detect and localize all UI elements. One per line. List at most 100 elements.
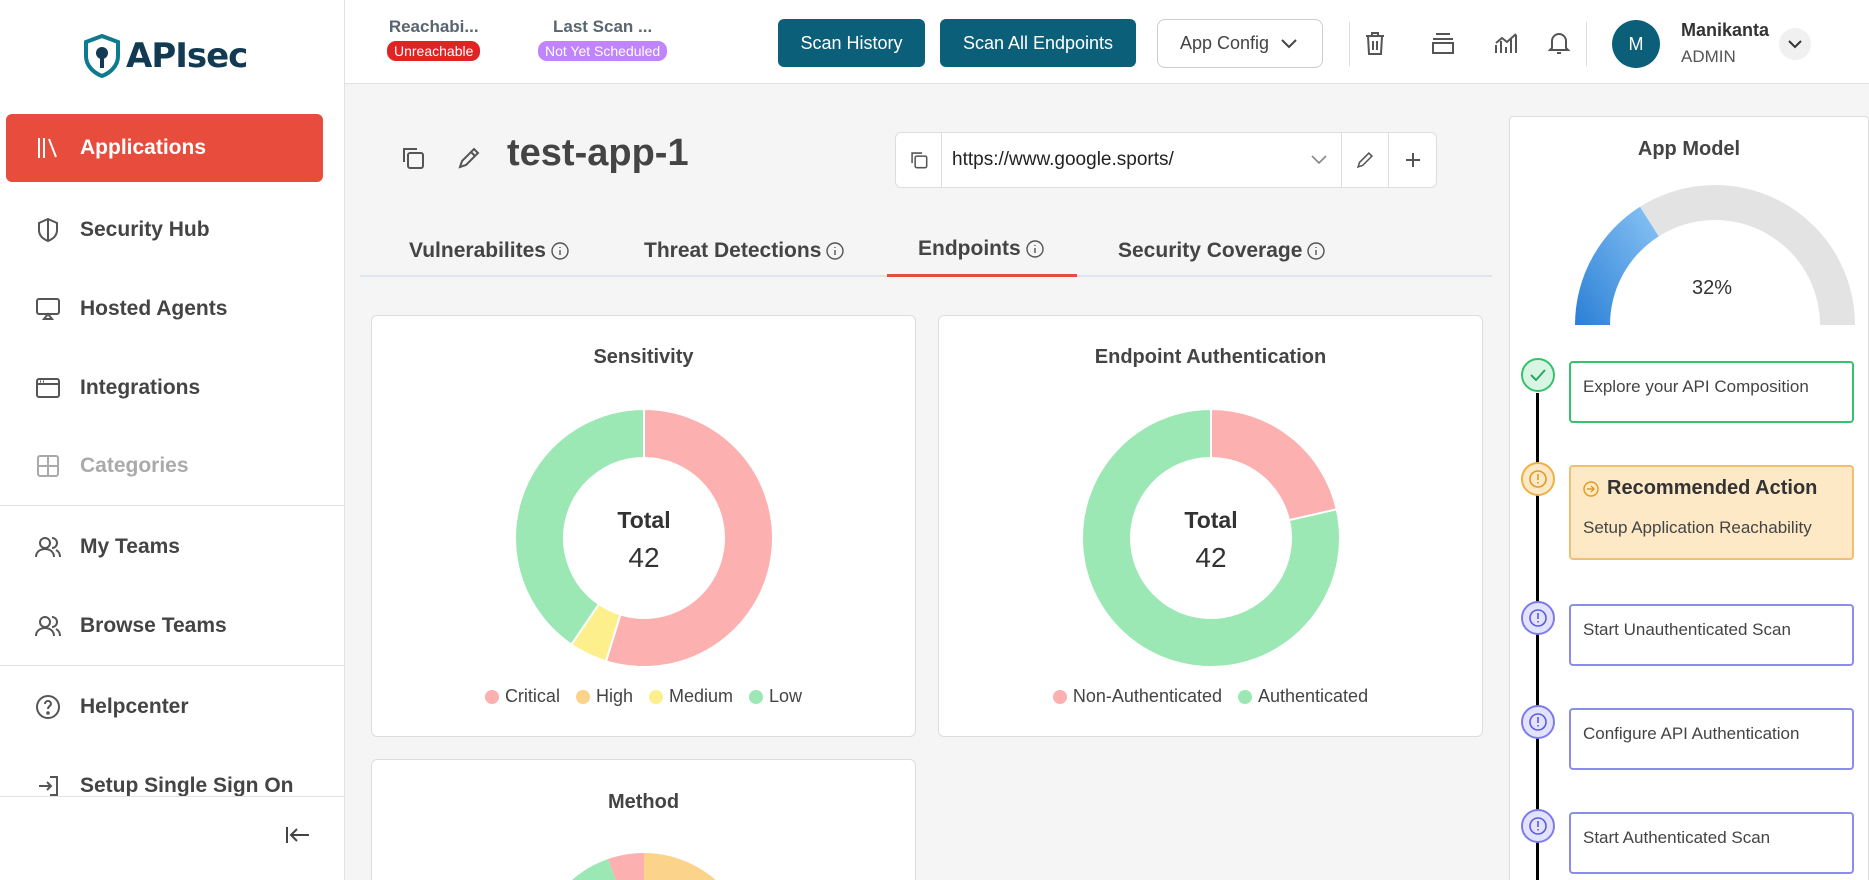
legend-swatch <box>648 689 663 704</box>
sidebar-item-helpcenter[interactable]: Helpcenter <box>6 673 323 741</box>
tab-security-coverage[interactable]: Security Coverage <box>1118 224 1326 277</box>
sidebar-item-label: Setup Single Sign On <box>80 774 294 797</box>
url-value: https://www.google.sports/ <box>952 149 1174 170</box>
browser-window-icon <box>34 374 62 402</box>
legend-item-medium[interactable]: Medium <box>648 686 733 707</box>
sidebar-item-applications[interactable]: Applications <box>6 114 323 182</box>
copy-url-icon[interactable] <box>896 133 942 187</box>
app-model-gauge <box>1575 184 1855 325</box>
tab-bar: Vulnerabilites Threat Detections Endpoin… <box>360 224 1492 277</box>
step-label: Start Unauthenticated Scan <box>1583 620 1791 639</box>
analytics-icon[interactable] <box>1491 28 1521 58</box>
copy-icon[interactable] <box>398 143 428 173</box>
sidebar-item-label: Helpcenter <box>80 695 189 718</box>
legend-label: Non-Authenticated <box>1072 686 1222 706</box>
step-recommended-action[interactable]: Recommended Action Setup Application Rea… <box>1569 465 1854 560</box>
app-model-progress-value: 32% <box>1692 277 1733 299</box>
sidebar-item-browse-teams[interactable]: Browse Teams <box>6 592 323 660</box>
auth-total-label: Total <box>1184 507 1238 533</box>
donut-slice-non-authenticated[interactable] <box>1210 407 1338 522</box>
sidebar-item-categories[interactable]: Categories <box>6 432 323 500</box>
info-icon[interactable] <box>1025 239 1045 259</box>
sidebar-item-integrations[interactable]: Integrations <box>6 354 323 422</box>
sidebar-item-label: Applications <box>80 136 207 159</box>
legend-label: Low <box>769 686 803 706</box>
sensitivity-title: Sensitivity <box>593 346 694 368</box>
step-pending-icon <box>1521 601 1555 635</box>
donut-slice-low[interactable] <box>514 407 645 646</box>
step-label: Explore your API Composition <box>1583 377 1809 396</box>
tab-vulnerabilities[interactable]: Vulnerabilites <box>409 224 570 277</box>
step-label: Start Authenticated Scan <box>1583 828 1771 847</box>
user-name: Manikanta <box>1681 20 1770 40</box>
info-icon[interactable] <box>550 241 570 261</box>
last-scan-status[interactable]: Last Scan ... Not Yet Scheduled <box>538 17 668 61</box>
sensitivity-total-value: 42 <box>628 542 660 573</box>
step-warning-icon <box>1521 462 1555 496</box>
sidebar-item-hosted-agents[interactable]: Hosted Agents <box>6 275 323 343</box>
step-start-authenticated-scan[interactable]: Start Authenticated Scan <box>1569 812 1854 874</box>
legend-item-critical[interactable]: Critical <box>484 686 560 707</box>
donut-slice-authenticated[interactable] <box>1081 407 1341 668</box>
app-config-dropdown[interactable]: App Config <box>1157 19 1323 68</box>
sidebar: APIsec Applications Security Hub Hosted … <box>0 0 345 880</box>
chevron-down-icon <box>1281 38 1297 48</box>
gauge-fill <box>1575 206 1659 325</box>
tab-label: Vulnerabilites <box>409 238 546 262</box>
step-pending-icon <box>1521 809 1555 843</box>
sidebar-item-my-teams[interactable]: My Teams <box>6 513 323 581</box>
scan-all-endpoints-button[interactable]: Scan All Endpoints <box>940 19 1136 67</box>
legend-swatch <box>749 689 764 704</box>
legend-item-low[interactable]: Low <box>749 686 802 707</box>
legend-swatch <box>484 689 499 704</box>
sidebar-divider <box>0 505 345 506</box>
layers-icon[interactable] <box>1428 28 1458 58</box>
library-icon <box>34 134 62 162</box>
step-configure-api-authentication[interactable]: Configure API Authentication <box>1569 708 1854 770</box>
chevron-down-icon <box>1788 39 1802 48</box>
add-url-icon[interactable] <box>1389 133 1436 187</box>
sidebar-item-setup-sso[interactable]: Setup Single Sign On <box>6 752 323 820</box>
legend-swatch <box>1052 689 1067 704</box>
reachability-status[interactable]: Reachabi... Unreachable <box>387 17 481 61</box>
avatar[interactable]: M <box>1612 20 1660 68</box>
edit-icon[interactable] <box>454 143 484 173</box>
sidebar-item-label: Browse Teams <box>80 614 227 637</box>
scan-history-button[interactable]: Scan History <box>778 19 925 67</box>
gauge-track <box>1639 184 1855 325</box>
sidebar-item-label: Hosted Agents <box>80 297 228 320</box>
step-explore-api-composition[interactable]: Explore your API Composition <box>1569 361 1854 423</box>
sensitivity-legend: Critical High Medium Low <box>371 686 916 707</box>
edit-url-icon[interactable] <box>1342 133 1389 187</box>
bell-icon[interactable] <box>1544 28 1574 58</box>
url-dropdown[interactable]: https://www.google.sports/ <box>942 133 1342 187</box>
apisec-shield-logo-icon <box>84 34 120 78</box>
cast-icon <box>34 295 62 323</box>
last-scan-badge: Not Yet Scheduled <box>538 41 668 61</box>
sensitivity-donut-chart <box>514 407 774 668</box>
brand-logo[interactable]: APIsec <box>82 34 248 78</box>
info-icon[interactable] <box>1306 241 1326 261</box>
tab-threat-detections[interactable]: Threat Detections <box>644 224 845 277</box>
toolbar-divider <box>1349 22 1350 66</box>
tab-label: Threat Detections <box>644 238 822 262</box>
sidebar-item-security-hub[interactable]: Security Hub <box>6 196 323 264</box>
tab-label: Endpoints <box>918 237 1021 260</box>
legend-swatch <box>575 689 590 704</box>
step-label: Configure API Authentication <box>1583 724 1800 743</box>
recommended-header: Recommended Action <box>1583 477 1840 500</box>
reachability-badge: Unreachable <box>387 41 481 61</box>
tab-endpoints[interactable]: Endpoints <box>887 224 1077 277</box>
legend-item-high[interactable]: High <box>575 686 633 707</box>
donut-slice-critical[interactable] <box>604 407 774 668</box>
step-start-unauthenticated-scan[interactable]: Start Unauthenticated Scan <box>1569 604 1854 666</box>
user-menu-button[interactable] <box>1779 28 1811 60</box>
legend-item-non-authenticated[interactable]: Non-Authenticated <box>1052 686 1222 707</box>
step-done-icon <box>1521 358 1555 392</box>
trash-icon[interactable] <box>1360 28 1390 58</box>
legend-item-authenticated[interactable]: Authenticated <box>1238 686 1368 707</box>
info-icon[interactable] <box>825 241 845 261</box>
step-label: Setup Application Reachability <box>1583 518 1812 537</box>
collapse-sidebar-icon[interactable] <box>283 820 313 850</box>
method-title: Method <box>607 791 680 813</box>
